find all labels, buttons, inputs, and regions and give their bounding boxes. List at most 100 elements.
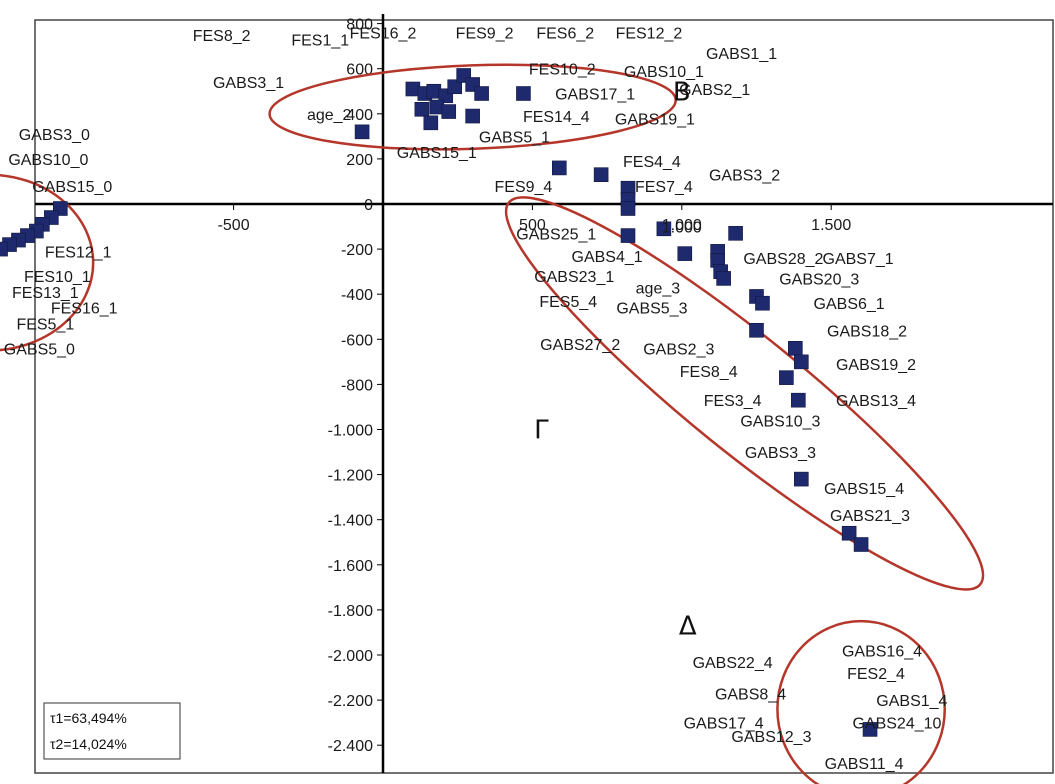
point-label-43: FES5_4 (539, 294, 597, 311)
point-label-55: GABS15_4 (824, 481, 904, 498)
point-label-12: age_2 (307, 107, 352, 124)
point-label-40: GABS23_1 (534, 269, 614, 286)
data-point-22 (423, 115, 439, 131)
point-label-5: FES12_2 (616, 26, 683, 43)
data-point-19 (474, 86, 489, 101)
point-label-46: GABS18_2 (827, 323, 907, 340)
point-label-49: GABS19_2 (836, 357, 916, 374)
group-ellipse-2 (504, 196, 985, 591)
point-label-44: GABS5_3 (616, 301, 687, 318)
y-tick-label-11: -1.400 (328, 513, 373, 530)
point-label-64: GABS12_3 (731, 729, 811, 746)
point-label-57: GABS16_4 (842, 643, 922, 660)
point-label-63: GABS24_10 (852, 716, 941, 733)
point-label-2: FES16_2 (350, 26, 417, 43)
data-point-27 (593, 167, 609, 182)
point-label-9: GABS1_1 (706, 46, 777, 63)
axes: 8006004002000-200-400-600-800-1.000-1.20… (35, 14, 1053, 773)
data-point-25 (516, 86, 531, 101)
data-point-43 (794, 354, 809, 370)
point-label-58: GABS22_4 (693, 655, 773, 672)
group-ellipse-0 (0, 173, 95, 352)
point-label-53: GABS10_3 (740, 413, 820, 430)
point-label-1: FES1_1 (291, 32, 349, 49)
point-label-8: GABS10_1 (624, 64, 704, 81)
inertia-axis1: τ1=63,494% (50, 710, 127, 726)
point-label-4: FES6_2 (536, 26, 594, 43)
data-point-20 (414, 101, 430, 117)
data-point-7 (0, 241, 8, 257)
point-label-45: GABS6_1 (814, 296, 885, 313)
data-points (0, 68, 878, 737)
y-tick-label-15: -2.200 (328, 693, 373, 710)
y-tick-label-13: -1.800 (328, 603, 373, 620)
y-tick-label-7: -600 (341, 332, 373, 349)
point-label-41: age_3 (636, 280, 681, 297)
data-point-38 (716, 271, 731, 286)
data-point-33 (677, 246, 693, 261)
y-tick-label-6: -400 (341, 287, 373, 304)
point-label-23: FES10_1 (24, 269, 91, 286)
point-label-3: FES9_2 (456, 26, 514, 43)
point-label-18: GABS10_0 (8, 152, 88, 169)
point-label-37: GABS4_1 (572, 249, 643, 266)
data-point-44 (779, 370, 794, 385)
point-label-36: 1.000 (662, 220, 702, 237)
point-label-34: GABS3_2 (709, 168, 780, 185)
data-point-11 (354, 124, 370, 140)
x-tick-label-1: 500 (519, 217, 546, 234)
data-point-26 (551, 160, 567, 176)
y-tick-label-8: -800 (341, 377, 373, 394)
group-ellipse-3 (776, 619, 946, 784)
point-label-56: GABS21_3 (830, 508, 910, 525)
group-ellipse-1 (268, 63, 677, 151)
point-label-25: FES13_1 (12, 285, 79, 302)
point-label-60: GABS8_4 (715, 686, 786, 703)
point-label-29: FES5_1 (16, 317, 74, 334)
point-label-7: FES10_2 (529, 62, 596, 79)
data-point-32 (656, 221, 672, 237)
x-tick-label-2: 1.000 (662, 217, 702, 234)
y-tick-label-3: 200 (346, 152, 373, 169)
y-tick-label-4: 0 (364, 197, 373, 214)
point-label-62: GABS17_4 (684, 716, 764, 733)
point-label-27: FES16_1 (51, 301, 118, 318)
data-point-42 (788, 341, 803, 356)
point-label-35: GABS25_1 (516, 226, 596, 243)
data-point-40 (755, 295, 770, 311)
point-label-22: FES12_1 (45, 244, 112, 261)
point-label-32: FES9_4 (495, 179, 553, 196)
point-label-16: GABS15_1 (397, 145, 477, 162)
y-tick-label-2: 400 (346, 107, 373, 124)
y-tick-label-0: 800 (346, 17, 373, 34)
inertia-axis2: τ2=14,024% (50, 736, 127, 752)
data-point-23 (441, 104, 457, 119)
point-label-20: GABS15_0 (32, 179, 112, 196)
data-point-31 (620, 228, 636, 243)
group-label-2: Γ (534, 416, 549, 446)
point-label-59: FES2_4 (847, 666, 905, 683)
x-tick-label-3: 1.500 (811, 217, 851, 234)
data-point-16 (447, 79, 463, 95)
point-label-52: GABS13_4 (836, 393, 916, 410)
point-label-65: GABS11_4 (825, 756, 904, 773)
point-label-17: GABS3_0 (19, 127, 90, 144)
point-labels: FES8_2 FES1_1 FES16_2 FES9_2 FES6_2 FES12_2 GA… (4, 26, 948, 774)
point-label-11: GABS2_1 (679, 82, 750, 99)
point-label-0: FES8_2 (193, 28, 251, 45)
y-tick-label-12: -1.600 (328, 558, 373, 575)
point-label-47: GABS27_2 (540, 337, 620, 354)
x-tick-label-0: -500 (218, 217, 250, 234)
y-tick-label-9: -1.000 (328, 423, 373, 440)
data-point-49 (862, 722, 878, 737)
data-point-47 (841, 525, 857, 541)
plot-frame (34, 19, 1054, 774)
point-label-48: GABS2_3 (643, 341, 714, 358)
point-label-31: FES4_4 (623, 154, 681, 171)
point-label-61: GABS1_4 (876, 693, 947, 710)
point-label-15: GABS5_1 (479, 129, 550, 146)
data-point-41 (749, 322, 764, 338)
point-label-13: FES14_4 (523, 109, 590, 126)
point-label-54: GABS3_3 (745, 445, 816, 462)
y-tick-label-14: -2.000 (328, 648, 373, 665)
